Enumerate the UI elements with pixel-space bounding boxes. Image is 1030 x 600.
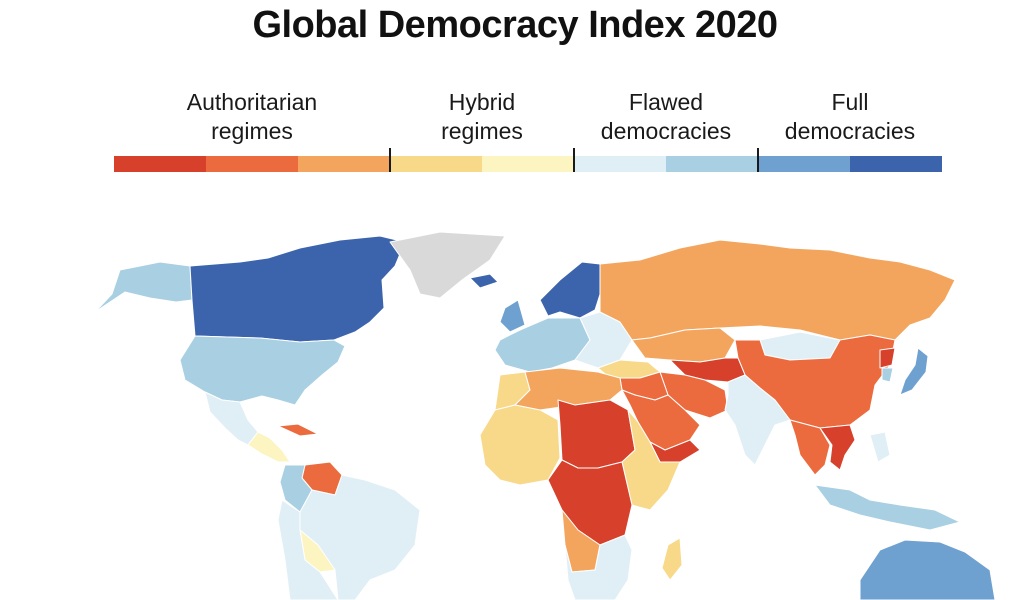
legend-swatch-9: [850, 156, 942, 172]
legend-swatch-2: [206, 156, 298, 172]
region-alaska: [94, 261, 193, 313]
region-argentina: [277, 499, 339, 600]
region-greenland: [389, 231, 506, 299]
legend-swatch-8: [758, 156, 850, 172]
region-kazakhstan: [631, 327, 736, 363]
region-cuba: [277, 423, 319, 437]
region-russia: [599, 239, 956, 341]
legend-swatch-7: [666, 156, 758, 172]
region-west-africa: [479, 404, 561, 486]
legend-swatch-4: [390, 156, 482, 172]
region-vietnam: [819, 424, 856, 471]
region-canada: [189, 235, 406, 343]
region-india: [724, 374, 791, 466]
region-australia: [859, 539, 996, 600]
legend-divider: [389, 148, 391, 172]
region-east-africa: [621, 409, 681, 511]
region-central-america: [247, 431, 291, 463]
region-central-africa: [547, 459, 633, 546]
region-sudan-chad: [557, 399, 636, 469]
region-north-korea: [879, 347, 896, 369]
legend-swatch-5: [482, 156, 574, 172]
region-korea: [881, 367, 894, 383]
legend-swatch-3: [298, 156, 390, 172]
region-southern-africa: [564, 534, 633, 600]
legend-divider: [573, 148, 575, 172]
legend-color-scale: [114, 156, 942, 172]
region-uk: [499, 299, 526, 333]
legend-label-flawed: Flawed democracies: [600, 89, 732, 144]
region-japan: [899, 347, 929, 396]
world-map: [94, 231, 996, 600]
region-philippines: [869, 431, 891, 463]
map-title: Global Democracy Index 2020: [252, 4, 778, 46]
region-iceland: [469, 273, 499, 289]
legend-label-authoritarian: Authoritarian regimes: [186, 89, 318, 144]
region-saudi-arabia: [621, 389, 701, 451]
region-scandinavia: [539, 261, 603, 319]
legend-label-hybrid: Hybrid regimes: [441, 89, 523, 144]
region-usa: [179, 335, 346, 406]
region-indonesia: [814, 484, 961, 531]
legend-swatch-6: [574, 156, 666, 172]
legend-swatch-1: [114, 156, 206, 172]
region-madagascar: [661, 537, 683, 581]
legend-divider: [757, 148, 759, 172]
legend-label-full: Full democracies: [784, 89, 916, 144]
